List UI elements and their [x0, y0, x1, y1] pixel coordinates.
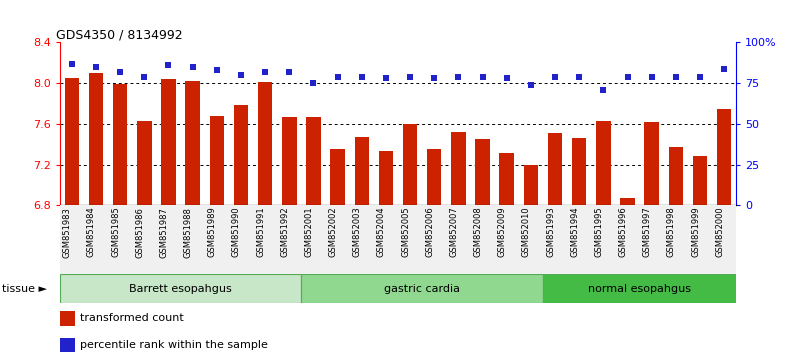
Point — [646, 74, 658, 80]
Text: GSM852004: GSM852004 — [377, 207, 386, 257]
Point — [548, 74, 561, 80]
Text: GSM851985: GSM851985 — [111, 207, 120, 257]
Bar — [209, 116, 224, 205]
Point — [331, 74, 344, 80]
Point — [283, 69, 295, 75]
Point — [573, 74, 586, 80]
Point — [90, 64, 103, 70]
Bar — [693, 156, 708, 205]
Bar — [306, 117, 321, 205]
Text: transformed count: transformed count — [80, 313, 184, 324]
Text: GSM851988: GSM851988 — [184, 207, 193, 258]
Bar — [60, 274, 302, 303]
Text: GSM851990: GSM851990 — [232, 207, 241, 257]
Text: GSM851996: GSM851996 — [618, 207, 627, 257]
Bar — [500, 153, 514, 205]
Bar — [524, 165, 538, 205]
Bar — [60, 311, 75, 326]
Text: GSM852003: GSM852003 — [353, 207, 361, 257]
Bar — [543, 274, 736, 303]
Bar — [403, 124, 417, 205]
Bar — [669, 147, 683, 205]
Point — [452, 74, 465, 80]
Bar — [60, 205, 736, 274]
Bar — [64, 78, 79, 205]
Point — [501, 75, 513, 81]
Point — [476, 74, 489, 80]
Point — [380, 75, 392, 81]
Bar — [161, 79, 176, 205]
Bar — [88, 73, 103, 205]
Text: normal esopahgus: normal esopahgus — [588, 284, 691, 293]
Bar — [379, 152, 393, 205]
Text: GSM852002: GSM852002 — [329, 207, 338, 257]
Bar — [451, 132, 466, 205]
Text: GSM851992: GSM851992 — [280, 207, 289, 257]
Point — [186, 64, 199, 70]
Text: GSM852008: GSM852008 — [474, 207, 482, 257]
Point — [621, 74, 634, 80]
Text: GSM851999: GSM851999 — [691, 207, 700, 257]
Point — [114, 69, 127, 75]
Text: GSM851994: GSM851994 — [570, 207, 579, 257]
Bar — [258, 82, 272, 205]
Text: GSM852007: GSM852007 — [450, 207, 458, 257]
Text: tissue ►: tissue ► — [2, 284, 47, 293]
Text: GSM852010: GSM852010 — [522, 207, 531, 257]
Text: GSM851998: GSM851998 — [667, 207, 676, 257]
Point — [65, 61, 78, 67]
Text: GSM852006: GSM852006 — [425, 207, 435, 257]
Bar — [282, 117, 296, 205]
Bar — [60, 338, 75, 353]
Bar — [302, 274, 543, 303]
Bar — [475, 139, 490, 205]
Bar — [645, 122, 659, 205]
Bar — [427, 149, 442, 205]
Text: GSM851986: GSM851986 — [135, 207, 144, 258]
Bar — [137, 121, 151, 205]
Point — [669, 74, 682, 80]
Text: GSM851987: GSM851987 — [159, 207, 169, 258]
Text: GSM852000: GSM852000 — [716, 207, 724, 257]
Text: GSM852009: GSM852009 — [498, 207, 507, 257]
Bar — [548, 133, 562, 205]
Text: gastric cardia: gastric cardia — [384, 284, 460, 293]
Text: GSM851983: GSM851983 — [63, 207, 72, 258]
Text: GSM851989: GSM851989 — [208, 207, 217, 257]
Bar — [572, 138, 587, 205]
Text: GSM851997: GSM851997 — [642, 207, 652, 257]
Text: GSM851993: GSM851993 — [546, 207, 555, 257]
Bar — [717, 109, 732, 205]
Point — [597, 87, 610, 92]
Text: GDS4350 / 8134992: GDS4350 / 8134992 — [57, 28, 183, 41]
Bar — [354, 137, 369, 205]
Text: GSM851991: GSM851991 — [256, 207, 265, 257]
Point — [355, 74, 368, 80]
Point — [693, 74, 706, 80]
Point — [428, 75, 441, 81]
Bar — [620, 198, 635, 205]
Point — [138, 74, 150, 80]
Bar — [234, 104, 248, 205]
Point — [162, 62, 175, 68]
Bar — [596, 121, 611, 205]
Bar — [330, 149, 345, 205]
Point — [235, 72, 248, 78]
Text: GSM851995: GSM851995 — [595, 207, 603, 257]
Text: Barrett esopahgus: Barrett esopahgus — [129, 284, 232, 293]
Point — [525, 82, 537, 88]
Point — [210, 67, 223, 73]
Text: GSM852005: GSM852005 — [401, 207, 410, 257]
Text: GSM851984: GSM851984 — [87, 207, 96, 257]
Text: percentile rank within the sample: percentile rank within the sample — [80, 340, 268, 350]
Bar — [113, 84, 127, 205]
Text: GSM852001: GSM852001 — [304, 207, 314, 257]
Point — [404, 74, 416, 80]
Bar — [185, 81, 200, 205]
Point — [307, 80, 320, 86]
Point — [718, 66, 731, 72]
Point — [259, 69, 271, 75]
